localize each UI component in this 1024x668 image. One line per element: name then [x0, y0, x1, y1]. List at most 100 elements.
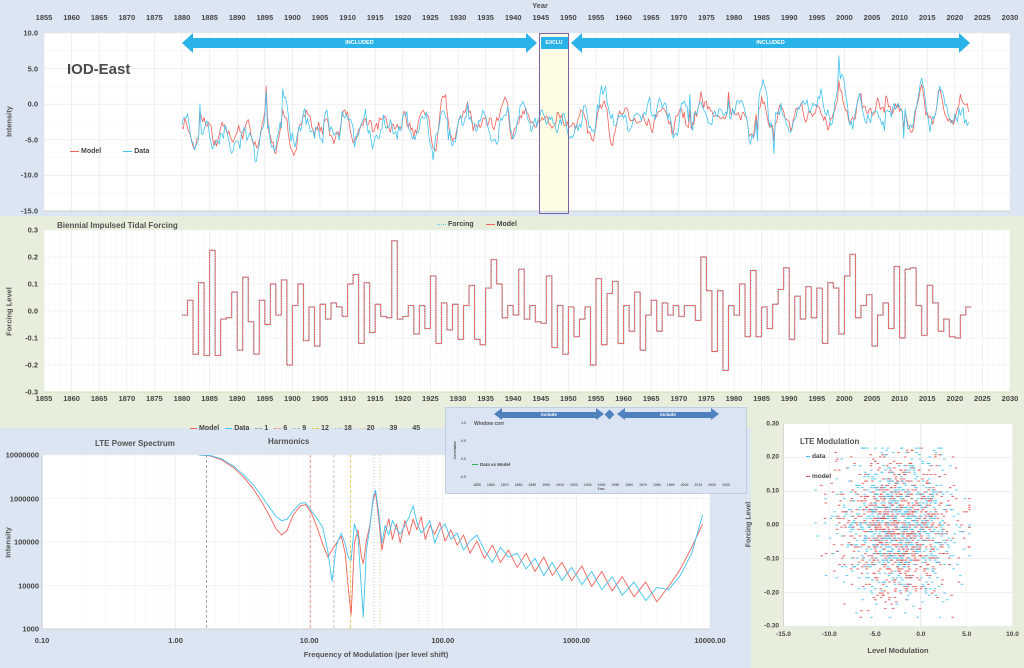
forcing-x-tick-label: 1925	[422, 394, 439, 403]
legend-item: 1	[255, 425, 268, 432]
forcing-x-tick-label: 1990	[780, 394, 798, 403]
window-corr-x-tick-label: 1890	[528, 483, 537, 487]
spectrum-y-tick-label: 1000000	[9, 494, 39, 503]
forcing-x-tick-label: 2025	[974, 394, 991, 403]
iod-legend[interactable]: Model Data	[70, 148, 149, 155]
iod-chart-title[interactable]: IOD-East	[67, 61, 131, 78]
iod-x-tick-label: 1980	[725, 13, 743, 22]
forcing-x-tick-label: 1880	[173, 394, 191, 403]
forcing-legend[interactable]: Forcing Model	[437, 221, 517, 228]
included-label: INCLUDED	[756, 40, 785, 46]
legend-line-swatch	[806, 456, 810, 457]
window-corr-x-tick-label: 1940	[597, 483, 606, 487]
legend-line-swatch	[293, 428, 301, 429]
modulation-y-tick-label: -0.30	[764, 622, 779, 630]
legend-label: model	[812, 473, 832, 480]
iod-x-tick-label: 1890	[228, 13, 246, 22]
window-corr-x-tick-label: 2010	[694, 483, 703, 487]
iod-x-tick-label: 1910	[339, 13, 356, 22]
modulation-chart-title[interactable]: LTE Modulation	[800, 437, 860, 446]
window-corr-x-tick-label: 1930	[583, 483, 592, 487]
modulation-legend-model[interactable]: model	[806, 473, 831, 480]
forcing-x-tick-label: 1985	[753, 394, 770, 403]
modulation-y-tick-label: 0.00	[766, 521, 779, 529]
include-label: Include	[541, 411, 557, 417]
forcing-x-tick-label: 1855	[35, 394, 53, 403]
iod-x-tick-label: 2010	[891, 13, 908, 22]
window-corr-x-tick-label: 2030	[722, 483, 730, 487]
forcing-y-tick-label: -0.2	[25, 360, 38, 370]
window-corr-x-tick-label: 1950	[611, 483, 620, 487]
window-corr-x-tick-label: 1980	[652, 483, 661, 487]
legend-item: data	[806, 453, 825, 460]
include-arrow-right[interactable]: Include	[617, 408, 719, 421]
spectrum-y-tick-label: 100000	[13, 537, 39, 547]
forcing-y-tick-label: 0.3	[27, 225, 38, 235]
forcing-x-tick-label: 2020	[946, 394, 964, 403]
window-corr-x-axis-title: Year	[597, 487, 605, 491]
modulation-x-tick-label: 5.0	[962, 631, 972, 638]
iod-x-tick-label: 2020	[946, 13, 964, 22]
include-arrow-left[interactable]: Include	[494, 408, 604, 421]
iod-x-tick-label: 1855	[35, 13, 53, 22]
modulation-y-tick-label: -0.20	[764, 589, 779, 597]
modulation-y-tick-label: 0.10	[766, 487, 779, 495]
excluded-tag[interactable]: EXCLU	[540, 37, 568, 49]
legend-label: 6	[283, 425, 288, 432]
forcing-x-tick-label: 1920	[394, 394, 412, 403]
forcing-x-tick-label: 1875	[146, 394, 163, 403]
forcing-x-tick-label: 1960	[615, 394, 632, 403]
modulation-legend-data[interactable]: data	[806, 453, 825, 460]
iod-x-tick-label: 1925	[422, 13, 439, 22]
iod-x-tick-label: 1930	[449, 13, 467, 22]
iod-x-tick-label: 1965	[642, 13, 660, 22]
window-corr-x-tick-label: 2000	[680, 483, 689, 487]
forcing-x-tick-label: 1940	[504, 394, 522, 403]
iod-x-tick-label: 1975	[698, 13, 715, 22]
forcing-x-tick-label: 1955	[587, 394, 605, 403]
legend-line-swatch	[357, 428, 365, 429]
iod-y-tick-label: 5.0	[27, 64, 38, 74]
forcing-y-tick-label: 0.0	[27, 306, 38, 316]
modulation-y-tick-label: -0.10	[764, 555, 779, 563]
window-corr-x-tick-label: 1880	[514, 483, 523, 487]
forcing-chart-title[interactable]: Biennial Impulsed Tidal Forcing	[57, 221, 178, 230]
included-span-arrow-left[interactable]: INCLUDED	[182, 33, 537, 53]
window-corr-legend[interactable]: Data vs Model	[472, 462, 510, 467]
legend-line-swatch	[274, 428, 282, 429]
iod-x-tick-label: 1870	[118, 13, 136, 22]
iod-y-tick-label: -10.0	[20, 170, 38, 180]
spectrum-chart-title[interactable]: LTE Power Spectrum	[95, 439, 175, 448]
legend-line-swatch	[380, 428, 388, 429]
window-corr-y-axis-title: Correlation	[453, 440, 457, 460]
legend-label: 1	[264, 425, 269, 432]
spectrum-legend[interactable]: Model Data 1 6 9 12 18 20 39 45	[190, 425, 420, 432]
modulation-x-tick-label: -15.0	[776, 631, 791, 638]
iod-x-tick-label: 1985	[753, 13, 770, 22]
excluded-region-box[interactable]	[539, 33, 569, 214]
forcing-x-tick-label: 2015	[918, 394, 936, 403]
legend-label: 18	[343, 425, 352, 432]
legend-line-swatch	[472, 464, 478, 465]
forcing-y-tick-label: -0.1	[25, 333, 38, 343]
legend-label: data	[812, 453, 826, 460]
legend-item: Data	[225, 425, 249, 432]
legend-item: Data vs Model	[472, 462, 510, 467]
legend-line-swatch	[190, 428, 197, 429]
spectrum-x-axis-title: Frequency of Modulation (per level shift…	[303, 650, 449, 659]
iod-x-tick-label: 2025	[974, 13, 991, 22]
iod-x-tick-label: 1915	[366, 13, 384, 22]
forcing-x-tick-label: 1935	[477, 394, 494, 403]
legend-label: Model	[199, 425, 220, 432]
legend-line-swatch	[312, 428, 320, 429]
legend-item: 12	[312, 425, 329, 432]
included-span-arrow-right[interactable]: INCLUDED	[571, 33, 970, 53]
forcing-x-tick-label: 2005	[863, 394, 881, 403]
window-corr-x-tick-label: 1920	[569, 483, 578, 487]
window-corr-inset[interactable]	[445, 407, 747, 494]
spectrum-x-tick-label: 0.10	[34, 636, 50, 645]
legend-label: 9	[302, 425, 307, 432]
iod-x-tick-label: 2015	[918, 13, 936, 22]
iod-x-tick-label: 1940	[504, 13, 522, 22]
